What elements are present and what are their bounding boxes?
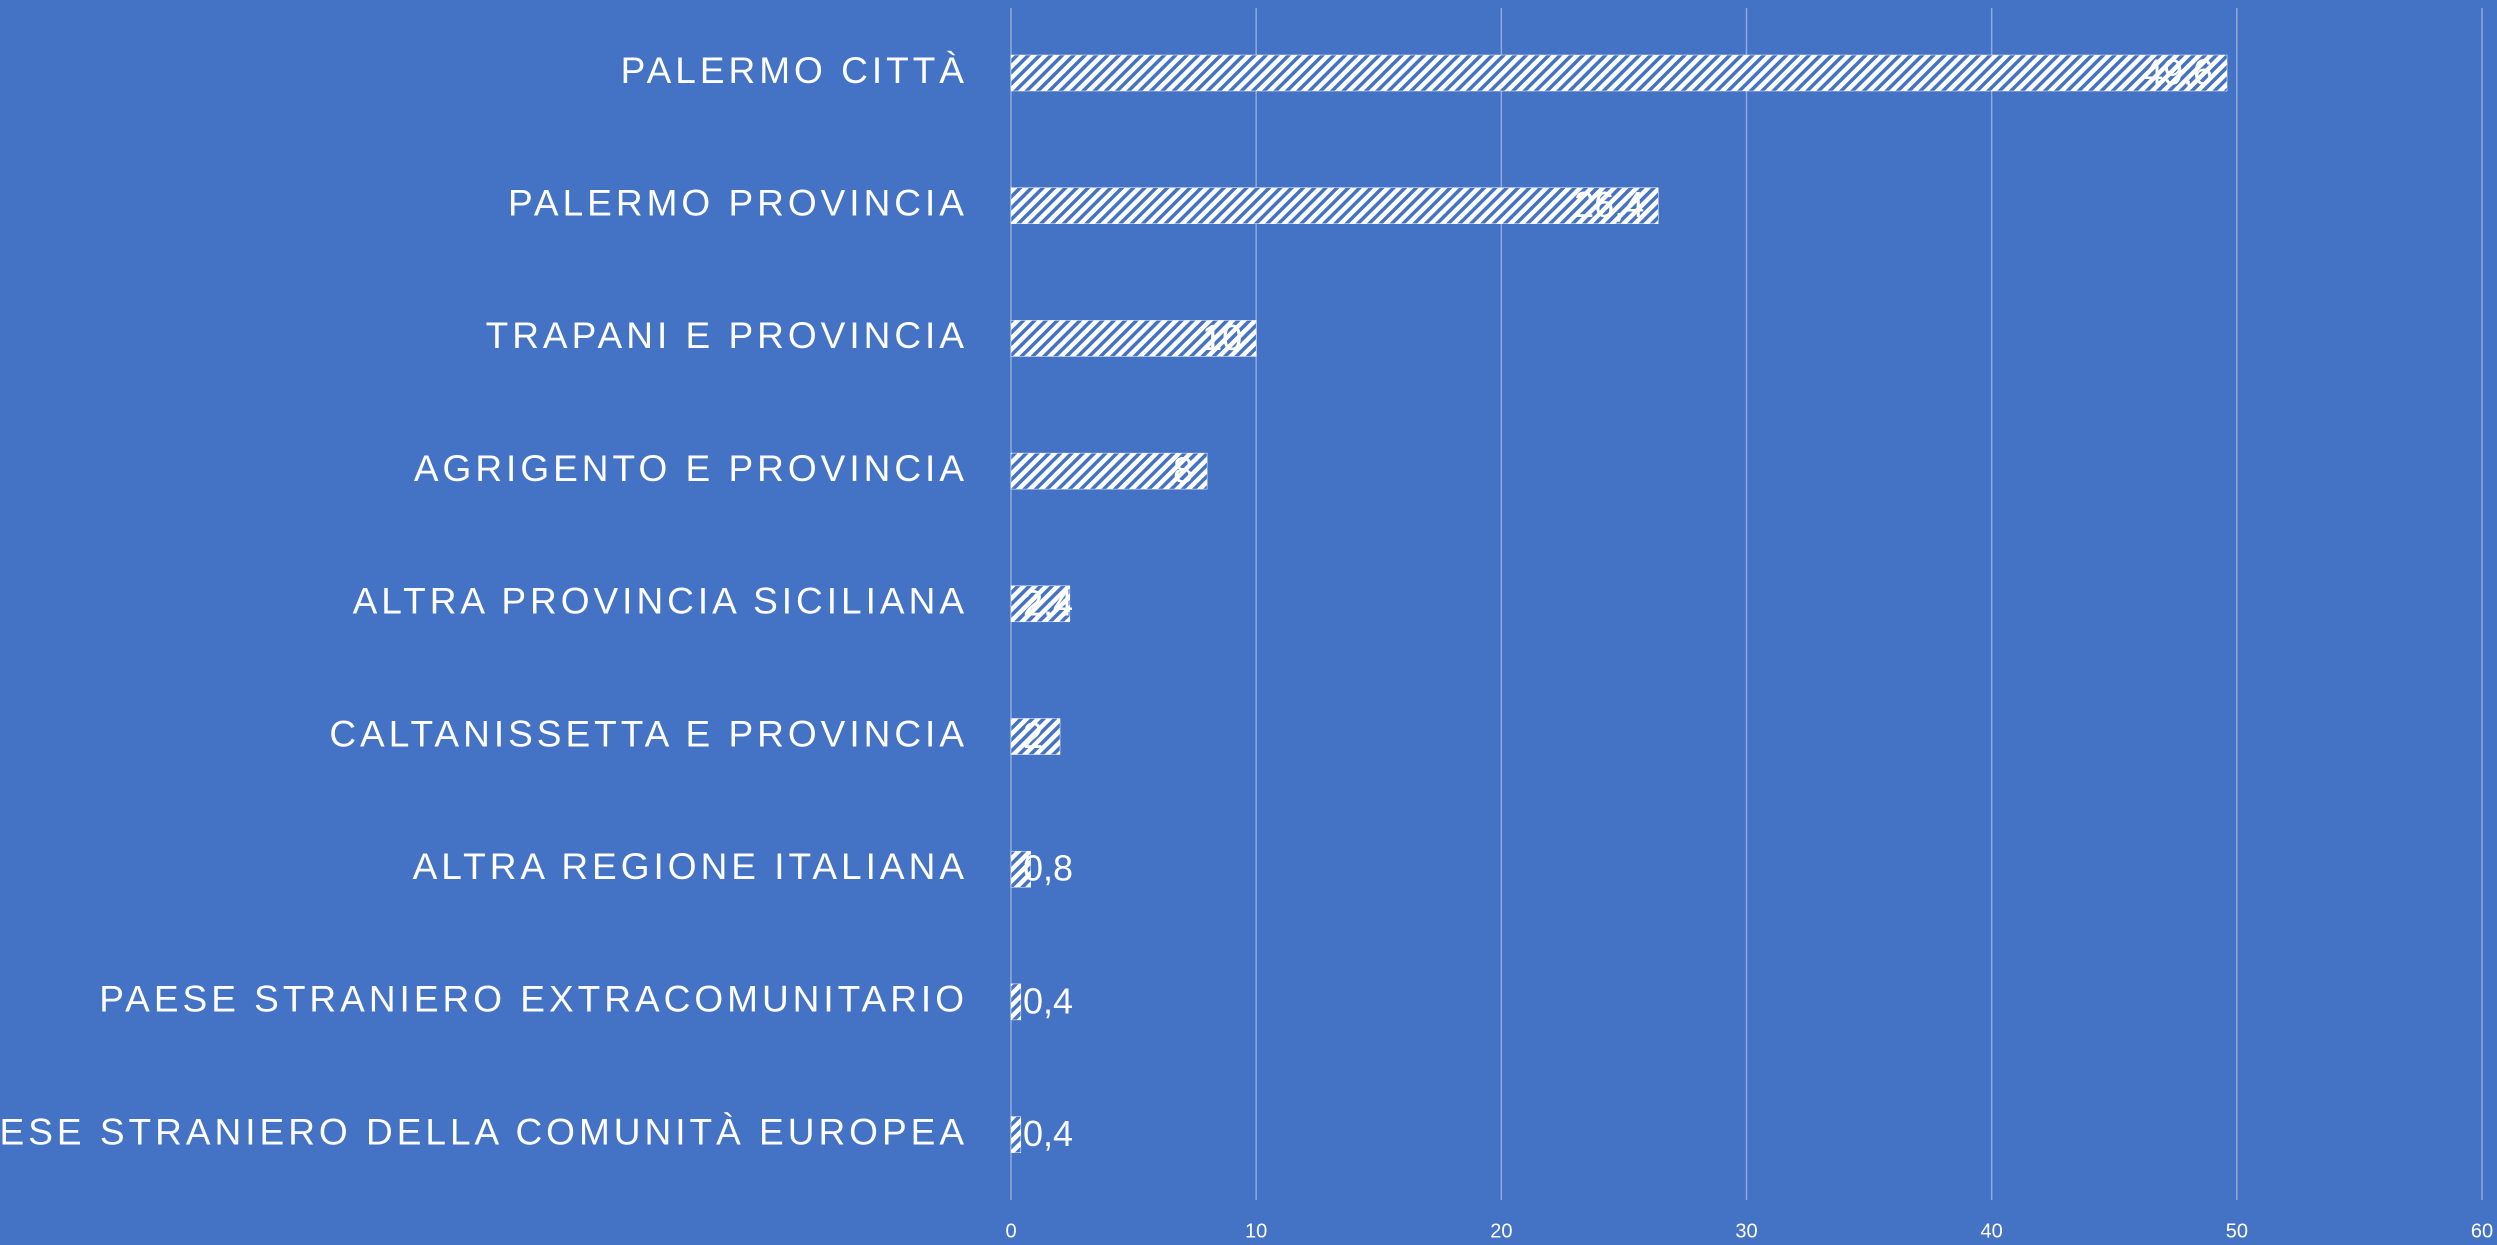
category-label: TRAPANI E PROVINCIA (486, 315, 968, 356)
category-label: ALTRA PROVINCIA SICILIANA (353, 581, 968, 622)
bar (1010, 54, 2228, 92)
x-tick-label: 10 (1245, 1220, 1267, 1242)
value-label: 0,4 (1023, 1113, 1073, 1154)
bar (1010, 320, 1257, 357)
value-label: 0,8 (1023, 848, 1073, 889)
value-label: 2 (1023, 715, 1043, 756)
bar (1010, 983, 1022, 1021)
bar (1010, 718, 1061, 755)
bar (1010, 585, 1071, 623)
x-tick-label: 40 (1981, 1220, 2003, 1242)
bar (1010, 1116, 1022, 1153)
value-label: 0,4 (1023, 980, 1073, 1021)
value-label: 49,6 (2143, 52, 2213, 93)
x-tick-label: 20 (1490, 1220, 1512, 1242)
category-label: PALERMO PROVINCIA (508, 182, 968, 223)
category-label: PAESE STRANIERO EXTRACOMUNITARIO (99, 979, 968, 1020)
value-label: 8 (1173, 450, 1193, 491)
x-tick-label: 0 (1005, 1220, 1016, 1242)
category-label: AGRIGENTO E PROVINCIA (414, 448, 968, 489)
value-label: 26,4 (1574, 184, 1644, 225)
bar (1010, 187, 1659, 224)
bar (1010, 850, 1031, 888)
value-label: 2,4 (1023, 582, 1073, 623)
category-label: PALERMO CITTÀ (621, 50, 968, 91)
x-tick-label: 30 (1735, 1220, 1757, 1242)
bar (1010, 452, 1208, 490)
x-tick-label: 60 (2471, 1220, 2493, 1242)
category-label: PAESE STRANIERO DELLA COMUNITÀ EUROPEA (0, 1111, 968, 1152)
category-label: ALTRA REGIONE ITALIANA (413, 846, 968, 887)
category-label: CALTANISSETTA E PROVINCIA (329, 713, 968, 754)
x-tick-label: 50 (2226, 1220, 2248, 1242)
value-label: 10 (1202, 317, 1242, 358)
